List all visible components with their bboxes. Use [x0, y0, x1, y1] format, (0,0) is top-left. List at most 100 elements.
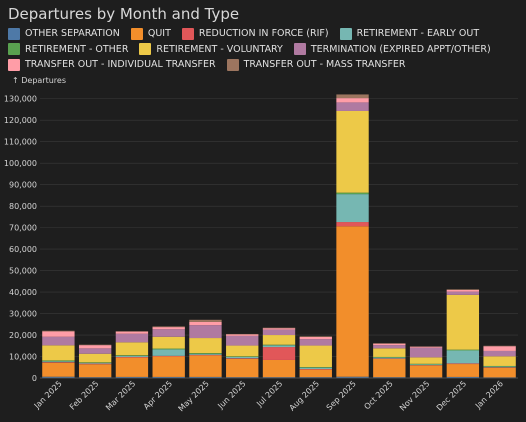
bar-segment[interactable] — [299, 336, 332, 340]
bar-segment[interactable] — [42, 336, 75, 346]
bar-segment[interactable] — [78, 362, 112, 364]
bar-segment[interactable] — [152, 356, 185, 377]
legend-item[interactable]: TERMINATION (EXPIRED APPT/OTHER) — [293, 42, 491, 58]
bar-segment[interactable] — [42, 360, 75, 362]
bar-segment[interactable] — [373, 377, 406, 378]
bar-segment[interactable] — [409, 363, 443, 365]
bar-segment[interactable] — [152, 348, 185, 350]
bar-segment[interactable] — [152, 327, 185, 330]
bar-segment[interactable] — [262, 359, 296, 378]
bar-segment[interactable] — [115, 355, 149, 356]
bar-segment[interactable] — [336, 194, 369, 223]
bar-segment[interactable] — [409, 347, 443, 358]
bar-segment[interactable] — [336, 192, 369, 195]
bar-segment[interactable] — [262, 335, 296, 345]
bar-segment[interactable] — [42, 331, 75, 337]
bar-segment[interactable] — [373, 356, 406, 358]
legend-item[interactable]: OTHER SEPARATION — [8, 26, 120, 42]
bar-segment[interactable] — [78, 377, 112, 378]
bar-segment[interactable] — [226, 377, 259, 378]
legend-item[interactable]: RETIREMENT - VOLUNTARY — [139, 42, 283, 58]
bar-segment[interactable] — [336, 98, 369, 103]
bar-segment[interactable] — [262, 345, 296, 348]
bar-segment[interactable] — [483, 350, 516, 357]
bar-segment[interactable] — [446, 350, 480, 364]
bar-segment[interactable] — [336, 94, 369, 99]
bar-segment[interactable] — [78, 364, 112, 378]
legend-item[interactable]: TRANSFER OUT - INDIVIDUAL TRANSFER — [8, 57, 216, 73]
bar-segment[interactable] — [336, 376, 369, 378]
bar-segment[interactable] — [226, 358, 259, 359]
bar-segment[interactable] — [115, 333, 149, 343]
bar-segment[interactable] — [115, 355, 149, 357]
bar-segment[interactable] — [226, 356, 259, 357]
bar-segment[interactable] — [226, 356, 259, 359]
bar-segment[interactable] — [78, 353, 112, 363]
bar-segment[interactable] — [115, 342, 149, 356]
bar-segment[interactable] — [446, 294, 480, 350]
bar-segment[interactable] — [262, 329, 296, 336]
bar-segment[interactable] — [299, 345, 332, 368]
bar-segment[interactable] — [78, 348, 112, 354]
bar-segment[interactable] — [189, 376, 222, 378]
bar-segment[interactable] — [152, 326, 185, 328]
bar-segment[interactable] — [115, 357, 149, 377]
bar-segment[interactable] — [446, 349, 480, 351]
bar-segment[interactable] — [299, 367, 332, 368]
legend-item[interactable]: QUIT — [130, 26, 171, 42]
bar-segment[interactable] — [299, 377, 332, 378]
bar-segment[interactable] — [409, 357, 443, 364]
bar-segment[interactable] — [152, 349, 185, 356]
bar-segment[interactable] — [409, 364, 443, 366]
bar-segment[interactable] — [483, 366, 516, 368]
bar-segment[interactable] — [152, 376, 185, 378]
bar-segment[interactable] — [189, 353, 222, 354]
bar-segment[interactable] — [152, 336, 185, 349]
bar-segment[interactable] — [409, 346, 443, 348]
bar-segment[interactable] — [446, 289, 480, 290]
bar-segment[interactable] — [78, 345, 112, 349]
bar-segment[interactable] — [373, 343, 406, 346]
bar-segment[interactable] — [189, 321, 222, 326]
bar-segment[interactable] — [446, 364, 480, 377]
legend-item[interactable]: TRANSFER OUT - MASS TRANSFER — [226, 57, 406, 73]
bar-segment[interactable] — [299, 368, 332, 370]
bar-segment[interactable] — [446, 289, 480, 292]
bar-segment[interactable] — [42, 376, 75, 378]
bar-segment[interactable] — [373, 348, 406, 357]
bar-segment[interactable] — [446, 376, 480, 378]
legend-item[interactable]: RETIREMENT - OTHER — [8, 42, 128, 58]
bar-segment[interactable] — [299, 367, 332, 369]
bar-segment[interactable] — [42, 330, 75, 332]
bar-segment[interactable] — [189, 319, 222, 322]
bar-segment[interactable] — [226, 335, 259, 346]
bar-segment[interactable] — [299, 369, 332, 378]
bar-segment[interactable] — [42, 362, 75, 377]
bar-segment[interactable] — [409, 365, 443, 378]
bar-segment[interactable] — [189, 354, 222, 356]
bar-segment[interactable] — [336, 102, 369, 111]
bar-segment[interactable] — [226, 334, 259, 336]
bar-segment[interactable] — [42, 362, 75, 363]
bar-segment[interactable] — [336, 222, 369, 227]
bar-segment[interactable] — [373, 357, 406, 359]
bar-segment[interactable] — [373, 358, 406, 378]
bar-segment[interactable] — [152, 329, 185, 337]
bar-segment[interactable] — [446, 291, 480, 295]
bar-segment[interactable] — [189, 325, 222, 339]
bar-segment[interactable] — [115, 356, 149, 358]
bar-segment[interactable] — [483, 365, 516, 367]
bar-segment[interactable] — [152, 355, 185, 357]
bar-segment[interactable] — [226, 358, 259, 378]
bar-segment[interactable] — [226, 345, 259, 357]
bar-segment[interactable] — [483, 367, 516, 378]
legend-item[interactable]: REDUCTION IN FORCE (RIF) — [181, 26, 329, 42]
legend-item[interactable]: RETIREMENT - EARLY OUT — [339, 26, 479, 42]
bar-segment[interactable] — [262, 328, 296, 330]
bar-segment[interactable] — [42, 361, 75, 363]
bar-segment[interactable] — [42, 345, 75, 361]
bar-segment[interactable] — [189, 338, 222, 354]
bar-segment[interactable] — [483, 346, 516, 351]
bar-segment[interactable] — [446, 363, 480, 365]
bar-segment[interactable] — [262, 347, 296, 360]
